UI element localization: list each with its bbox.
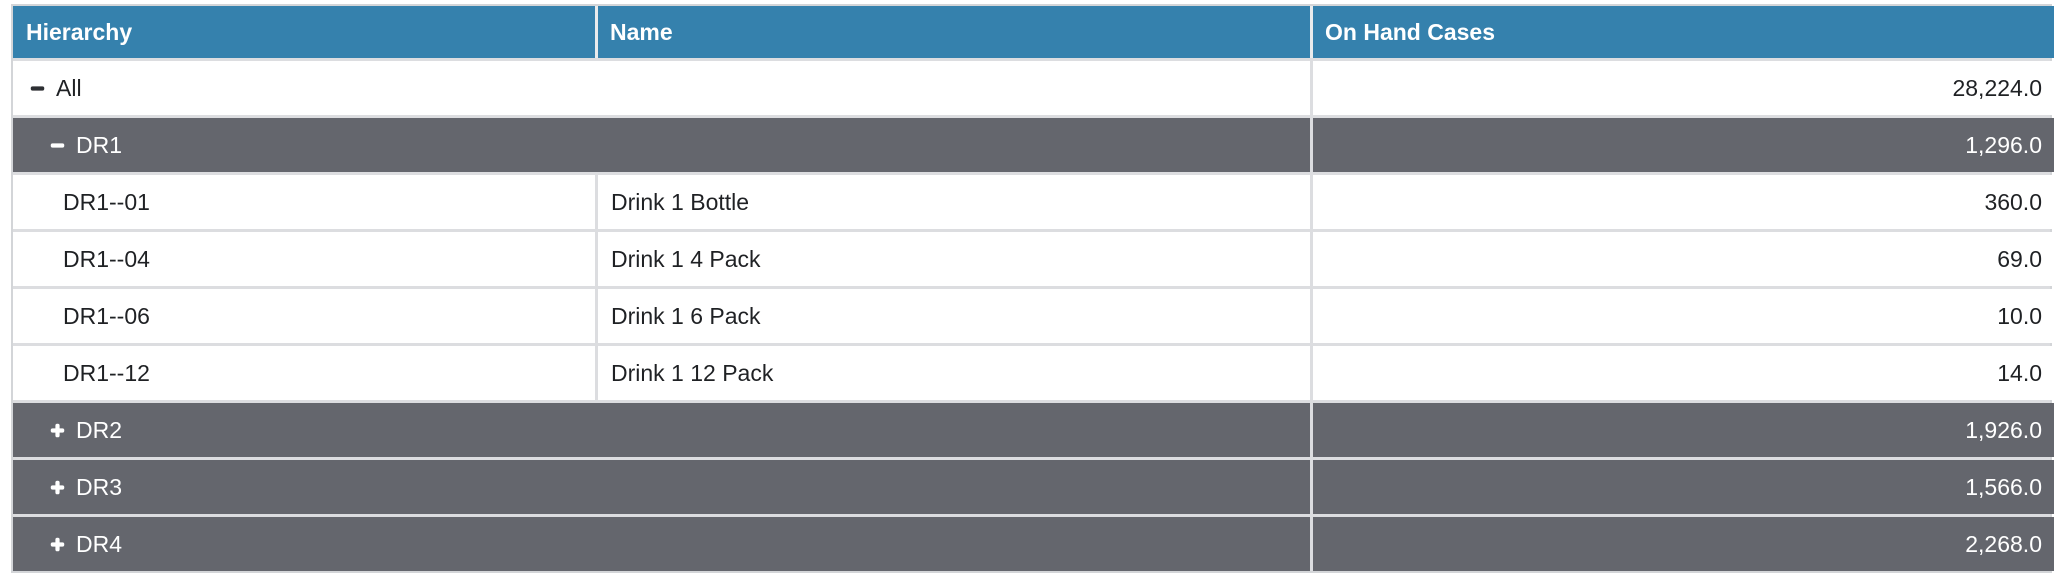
hierarchy-cell: DR3: [13, 460, 1310, 514]
name-cell: Drink 1 6 Pack: [595, 289, 1310, 343]
value-cell: 1,566.0: [1310, 460, 2054, 514]
hierarchy-label: All: [56, 74, 82, 101]
value-cell: 360.0: [1310, 175, 2054, 229]
row-dr1-01[interactable]: DR1--01 Drink 1 Bottle 360.0: [13, 175, 2054, 229]
value-cell: 28,224.0: [1310, 61, 2054, 115]
name-label: Drink 1 6 Pack: [611, 302, 761, 329]
on-hand-cases-value: 2,268.0: [1965, 530, 2042, 557]
on-hand-cases-value: 14.0: [1997, 359, 2042, 386]
column-header-hierarchy[interactable]: Hierarchy: [13, 6, 595, 58]
on-hand-cases-value: 1,926.0: [1965, 416, 2042, 443]
expand-icon[interactable]: [49, 479, 65, 495]
hierarchy-cell: DR4: [13, 517, 1310, 571]
on-hand-cases-value: 28,224.0: [1952, 74, 2042, 101]
hierarchy-label: DR1--06: [63, 302, 150, 329]
grid-header-row: Hierarchy Name On Hand Cases: [13, 6, 2054, 58]
hierarchy-label: DR1--04: [63, 245, 150, 272]
hierarchy-label: DR3: [76, 473, 123, 500]
on-hand-cases-value: 69.0: [1997, 245, 2042, 272]
row-dr1-06[interactable]: DR1--06 Drink 1 6 Pack 10.0: [13, 289, 2054, 343]
value-cell: 2,268.0: [1310, 517, 2054, 571]
on-hand-cases-value: 360.0: [1984, 188, 2042, 215]
column-header-name[interactable]: Name: [595, 6, 1310, 58]
hierarchy-cell: DR1--01: [13, 175, 595, 229]
value-cell: 1,926.0: [1310, 403, 2054, 457]
name-label: Drink 1 Bottle: [611, 188, 750, 215]
hierarchy-cell: DR1--12: [13, 346, 595, 400]
name-cell: Drink 1 4 Pack: [595, 232, 1310, 286]
value-cell: 1,296.0: [1310, 118, 2054, 172]
on-hand-cases-value: 10.0: [1997, 302, 2042, 329]
hierarchy-label: DR4: [76, 530, 123, 557]
name-label: Drink 1 12 Pack: [611, 359, 774, 386]
collapse-icon[interactable]: [49, 137, 65, 153]
hierarchy-cell: All: [13, 61, 1310, 115]
hierarchy-label: DR1--01: [63, 188, 150, 215]
on-hand-cases-value: 1,566.0: [1965, 473, 2042, 500]
row-dr1-12[interactable]: DR1--12 Drink 1 12 Pack 14.0: [13, 346, 2054, 400]
on-hand-cases-value: 1,296.0: [1965, 131, 2042, 158]
row-all[interactable]: All 28,224.0: [13, 61, 2054, 115]
row-dr1[interactable]: DR1 1,296.0: [13, 118, 2054, 172]
name-cell: Drink 1 Bottle: [595, 175, 1310, 229]
hierarchy-cell: DR1--06: [13, 289, 595, 343]
row-dr1-04[interactable]: DR1--04 Drink 1 4 Pack 69.0: [13, 232, 2054, 286]
hierarchy-label: DR1: [76, 131, 123, 158]
row-dr4[interactable]: DR4 2,268.0: [13, 517, 2054, 571]
hierarchy-label: DR2: [76, 416, 123, 443]
hierarchy-cell: DR2: [13, 403, 1310, 457]
column-header-on-hand-cases[interactable]: On Hand Cases: [1310, 6, 2054, 58]
value-cell: 14.0: [1310, 346, 2054, 400]
expand-icon[interactable]: [49, 536, 65, 552]
hierarchy-cell: DR1: [13, 118, 1310, 172]
row-dr2[interactable]: DR2 1,926.0: [13, 403, 2054, 457]
value-cell: 10.0: [1310, 289, 2054, 343]
name-label: Drink 1 4 Pack: [611, 245, 761, 272]
hierarchy-grid: Hierarchy Name On Hand Cases All 28,224.…: [11, 4, 2054, 573]
collapse-icon[interactable]: [29, 80, 45, 96]
name-cell: Drink 1 12 Pack: [595, 346, 1310, 400]
hierarchy-label: DR1--12: [63, 359, 150, 386]
expand-icon[interactable]: [49, 422, 65, 438]
row-dr3[interactable]: DR3 1,566.0: [13, 460, 2054, 514]
value-cell: 69.0: [1310, 232, 2054, 286]
hierarchy-cell: DR1--04: [13, 232, 595, 286]
